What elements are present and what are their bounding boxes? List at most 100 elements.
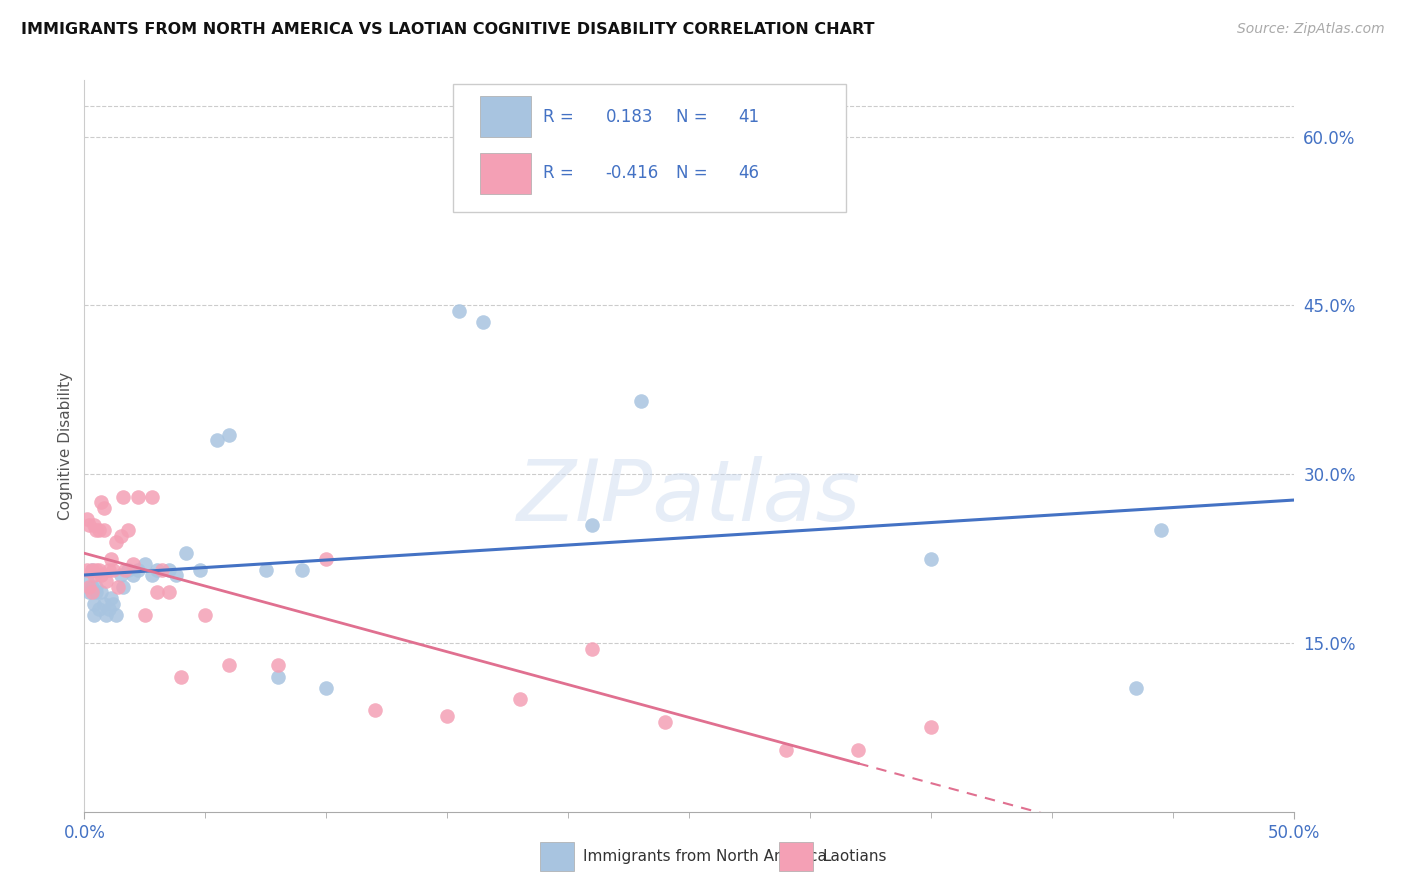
Point [190, 563, 212, 577]
Point [114, 563, 136, 577]
FancyBboxPatch shape [453, 84, 846, 212]
Point [315, 551, 337, 566]
Point [472, 315, 495, 329]
Text: N =: N = [676, 108, 713, 126]
Point [83, 568, 105, 582]
Point [94, 607, 117, 622]
Point [87, 563, 110, 577]
Point [86, 563, 108, 577]
Point [100, 591, 122, 605]
Point [83, 597, 105, 611]
Point [1125, 681, 1147, 695]
Text: Immigrants from North America: Immigrants from North America [583, 849, 827, 863]
Point [1149, 524, 1171, 538]
Point [77, 580, 100, 594]
Text: ZIPatlas: ZIPatlas [517, 456, 860, 539]
Point [141, 490, 163, 504]
Point [117, 524, 139, 538]
Point [87, 524, 110, 538]
Point [80, 585, 103, 599]
Point [363, 703, 385, 717]
Point [93, 500, 115, 515]
Point [76, 574, 98, 588]
Point [509, 692, 531, 706]
Point [134, 607, 156, 622]
Point [218, 658, 240, 673]
Text: R =: R = [543, 164, 579, 183]
Point [630, 394, 652, 409]
Point [97, 602, 120, 616]
Text: Source: ZipAtlas.com: Source: ZipAtlas.com [1237, 22, 1385, 37]
Point [146, 585, 169, 599]
Point [83, 517, 105, 532]
Point [80, 580, 103, 594]
Point [449, 304, 471, 318]
Point [94, 574, 117, 588]
Point [103, 597, 125, 611]
Point [150, 563, 173, 577]
Text: -0.416: -0.416 [606, 164, 659, 183]
Point [104, 607, 127, 622]
Point [86, 580, 108, 594]
Point [127, 563, 149, 577]
Text: 0.183: 0.183 [606, 108, 652, 126]
Point [141, 568, 163, 582]
Point [920, 720, 942, 734]
Point [170, 670, 193, 684]
Point [146, 563, 169, 577]
Point [76, 563, 98, 577]
Text: R =: R = [543, 108, 579, 126]
Point [86, 524, 108, 538]
Text: IMMIGRANTS FROM NORTH AMERICA VS LAOTIAN COGNITIVE DISABILITY CORRELATION CHART: IMMIGRANTS FROM NORTH AMERICA VS LAOTIAN… [21, 22, 875, 37]
Point [254, 563, 277, 577]
Point [107, 580, 129, 594]
Point [121, 568, 143, 582]
Point [90, 585, 112, 599]
Point [103, 563, 125, 577]
Point [315, 681, 337, 695]
Point [77, 585, 100, 599]
Point [77, 517, 100, 532]
Point [110, 568, 132, 582]
Point [218, 427, 240, 442]
Point [86, 585, 108, 599]
Point [157, 585, 180, 599]
Point [134, 557, 156, 571]
Point [112, 580, 135, 594]
Point [97, 563, 120, 577]
Point [76, 512, 98, 526]
Point [157, 563, 180, 577]
Point [436, 709, 458, 723]
Point [90, 495, 112, 509]
Text: N =: N = [676, 164, 713, 183]
FancyBboxPatch shape [479, 153, 530, 194]
Point [90, 568, 112, 582]
FancyBboxPatch shape [479, 96, 530, 137]
Point [83, 607, 105, 622]
Point [581, 641, 603, 656]
Point [104, 534, 127, 549]
Point [93, 597, 115, 611]
Point [110, 529, 132, 543]
Text: 46: 46 [738, 164, 759, 183]
Point [93, 524, 115, 538]
Point [80, 563, 103, 577]
Text: 41: 41 [738, 108, 759, 126]
Point [291, 563, 314, 577]
Point [127, 490, 149, 504]
Point [174, 546, 197, 560]
Point [775, 743, 797, 757]
Point [654, 714, 676, 729]
Y-axis label: Cognitive Disability: Cognitive Disability [58, 372, 73, 520]
Point [920, 551, 942, 566]
Point [267, 658, 290, 673]
Point [80, 563, 103, 577]
Text: Laotians: Laotians [823, 849, 887, 863]
Point [112, 490, 135, 504]
Point [581, 517, 603, 532]
Point [117, 563, 139, 577]
Point [267, 670, 290, 684]
Point [165, 568, 187, 582]
Point [100, 551, 122, 566]
Point [87, 602, 110, 616]
